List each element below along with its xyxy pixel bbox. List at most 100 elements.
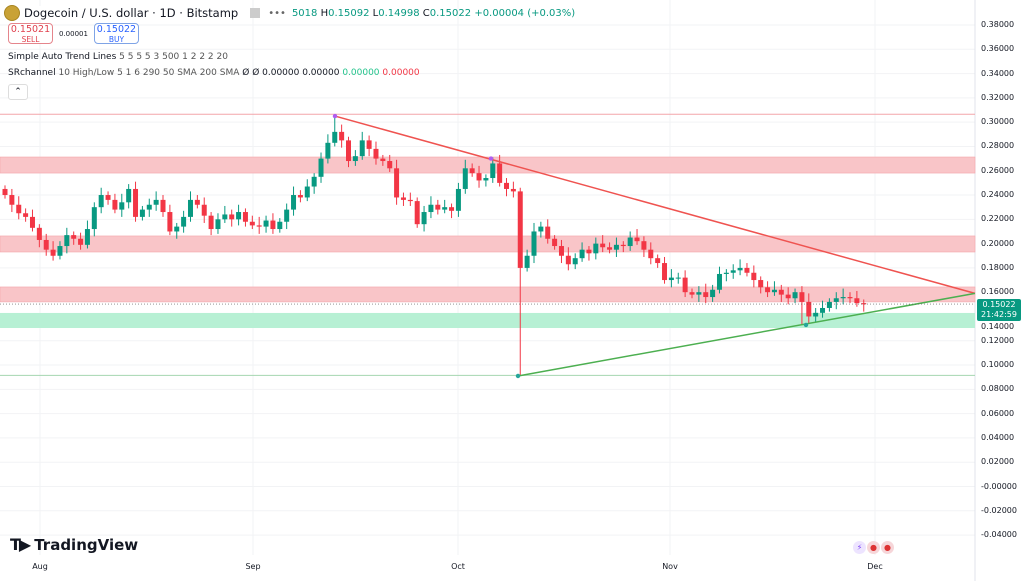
sell-button[interactable]: 0.15021 SELL bbox=[8, 23, 53, 44]
sell-label: SELL bbox=[21, 35, 40, 44]
trade-panel: 0.15021 SELL 0.00001 0.15022 BUY bbox=[8, 23, 139, 44]
bottom-icons: ⚡ ● ● bbox=[853, 541, 894, 554]
pivot-point bbox=[515, 373, 521, 379]
candle-down bbox=[373, 148, 379, 159]
buy-button[interactable]: 0.15022 BUY bbox=[93, 23, 139, 44]
candle-up bbox=[668, 277, 674, 281]
candle-down bbox=[50, 249, 56, 256]
y-tick-label: 0.06000 bbox=[981, 408, 1015, 418]
candle-down bbox=[339, 131, 345, 141]
y-tick-label: -0.04000 bbox=[981, 530, 1017, 540]
candle-down bbox=[366, 140, 372, 149]
candle-down bbox=[847, 297, 853, 299]
flag-us-icon[interactable]: ● bbox=[881, 541, 894, 554]
candle-down bbox=[346, 140, 351, 162]
lightning-icon[interactable]: ⚡ bbox=[853, 541, 866, 554]
current-price-tag: 0.15022 21:42:59 bbox=[977, 299, 1021, 321]
candle-up bbox=[579, 249, 585, 259]
candle-down bbox=[9, 195, 15, 205]
y-tick-label: 0.34000 bbox=[981, 68, 1015, 78]
candle-up bbox=[352, 156, 358, 162]
candle-up bbox=[284, 209, 290, 222]
candle-up bbox=[325, 142, 331, 159]
candle-up bbox=[119, 202, 125, 210]
candle-down bbox=[607, 247, 613, 250]
flag-icon[interactable] bbox=[250, 8, 261, 18]
pivot-point bbox=[332, 113, 338, 119]
tradingview-logo[interactable]: T▶ TradingView bbox=[10, 535, 138, 554]
candle-up bbox=[455, 188, 461, 211]
y-tick-label: 0.38000 bbox=[981, 20, 1015, 29]
buy-price: 0.15022 bbox=[96, 24, 137, 35]
y-tick-label: -0.02000 bbox=[981, 505, 1017, 515]
candle-down bbox=[703, 292, 709, 298]
candle-down bbox=[662, 263, 668, 281]
flag-us-icon[interactable]: ● bbox=[867, 541, 880, 554]
candle-down bbox=[36, 227, 42, 240]
candle-down bbox=[256, 225, 262, 227]
y-tick-label: 0.20000 bbox=[981, 238, 1015, 248]
resistance-zone bbox=[0, 235, 976, 253]
candle-down bbox=[297, 195, 303, 198]
candle-up bbox=[710, 289, 716, 298]
candle-down bbox=[476, 173, 482, 181]
symbol-title[interactable]: Dogecoin / U.S. dollar · 1D · Bitstamp bbox=[24, 6, 243, 20]
candle-up bbox=[771, 289, 777, 293]
candle-down bbox=[2, 188, 8, 196]
indicator-params: 10 High/Low 5 1 6 290 50 SMA 200 SMA bbox=[58, 68, 240, 78]
candle-down bbox=[648, 249, 654, 259]
indicator-trend-lines[interactable]: Simple Auto Trend Lines 5 5 5 5 3 500 1 … bbox=[8, 52, 228, 62]
candle-down bbox=[194, 199, 200, 205]
candle-down bbox=[400, 197, 406, 200]
candle-up bbox=[696, 292, 702, 295]
indicator-name: Simple Auto Trend Lines bbox=[8, 52, 117, 62]
candle-up bbox=[613, 244, 619, 250]
candle-down bbox=[682, 277, 688, 293]
tradingview-mark-icon: T▶ bbox=[10, 535, 31, 554]
brand-name: TradingView bbox=[34, 535, 139, 554]
y-tick-label: 0.26000 bbox=[981, 165, 1015, 175]
candle-up bbox=[153, 199, 159, 205]
candle-down bbox=[435, 204, 441, 210]
candle-down bbox=[600, 243, 606, 248]
candle-up bbox=[723, 272, 729, 274]
resistance-zone bbox=[0, 286, 976, 303]
candle-up bbox=[428, 204, 434, 213]
candle-up bbox=[311, 176, 317, 187]
candle-down bbox=[112, 199, 118, 210]
x-tick-label: Dec bbox=[867, 562, 883, 571]
current-price: 0.15022 bbox=[982, 300, 1016, 309]
candle-up bbox=[483, 178, 489, 181]
ellipsis-icon[interactable]: ••• bbox=[268, 7, 286, 19]
candle-up bbox=[840, 297, 846, 299]
candle-down bbox=[799, 292, 805, 302]
candle-down bbox=[105, 195, 111, 200]
candle-down bbox=[861, 303, 867, 305]
candle-up bbox=[291, 195, 297, 210]
candle-down bbox=[565, 255, 571, 265]
candle-down bbox=[689, 292, 695, 295]
candle-down bbox=[249, 221, 255, 226]
candle-up bbox=[236, 212, 242, 220]
candle-down bbox=[133, 188, 139, 217]
candle-down bbox=[16, 204, 22, 214]
candle-up bbox=[820, 307, 826, 313]
y-tick-label: 0.18000 bbox=[981, 262, 1015, 272]
chevron-up-icon[interactable]: ⌃ bbox=[8, 84, 28, 100]
y-tick-label: 0.10000 bbox=[981, 360, 1015, 370]
candle-up bbox=[91, 207, 97, 230]
indicator-srchannel[interactable]: SRchannel 10 High/Low 5 1 6 290 50 SMA 2… bbox=[8, 68, 420, 78]
candle-up bbox=[222, 214, 228, 220]
candle-up bbox=[98, 195, 104, 208]
candle-down bbox=[23, 213, 29, 217]
candle-down bbox=[242, 212, 248, 222]
uptrend-line bbox=[517, 292, 976, 377]
candle-down bbox=[78, 238, 84, 245]
candle-up bbox=[359, 140, 365, 157]
candle-down bbox=[380, 158, 386, 162]
y-tick-label: 0.08000 bbox=[981, 384, 1015, 394]
candle-up bbox=[187, 199, 193, 217]
candle-down bbox=[765, 287, 771, 293]
y-tick-label: 0.12000 bbox=[981, 335, 1015, 345]
